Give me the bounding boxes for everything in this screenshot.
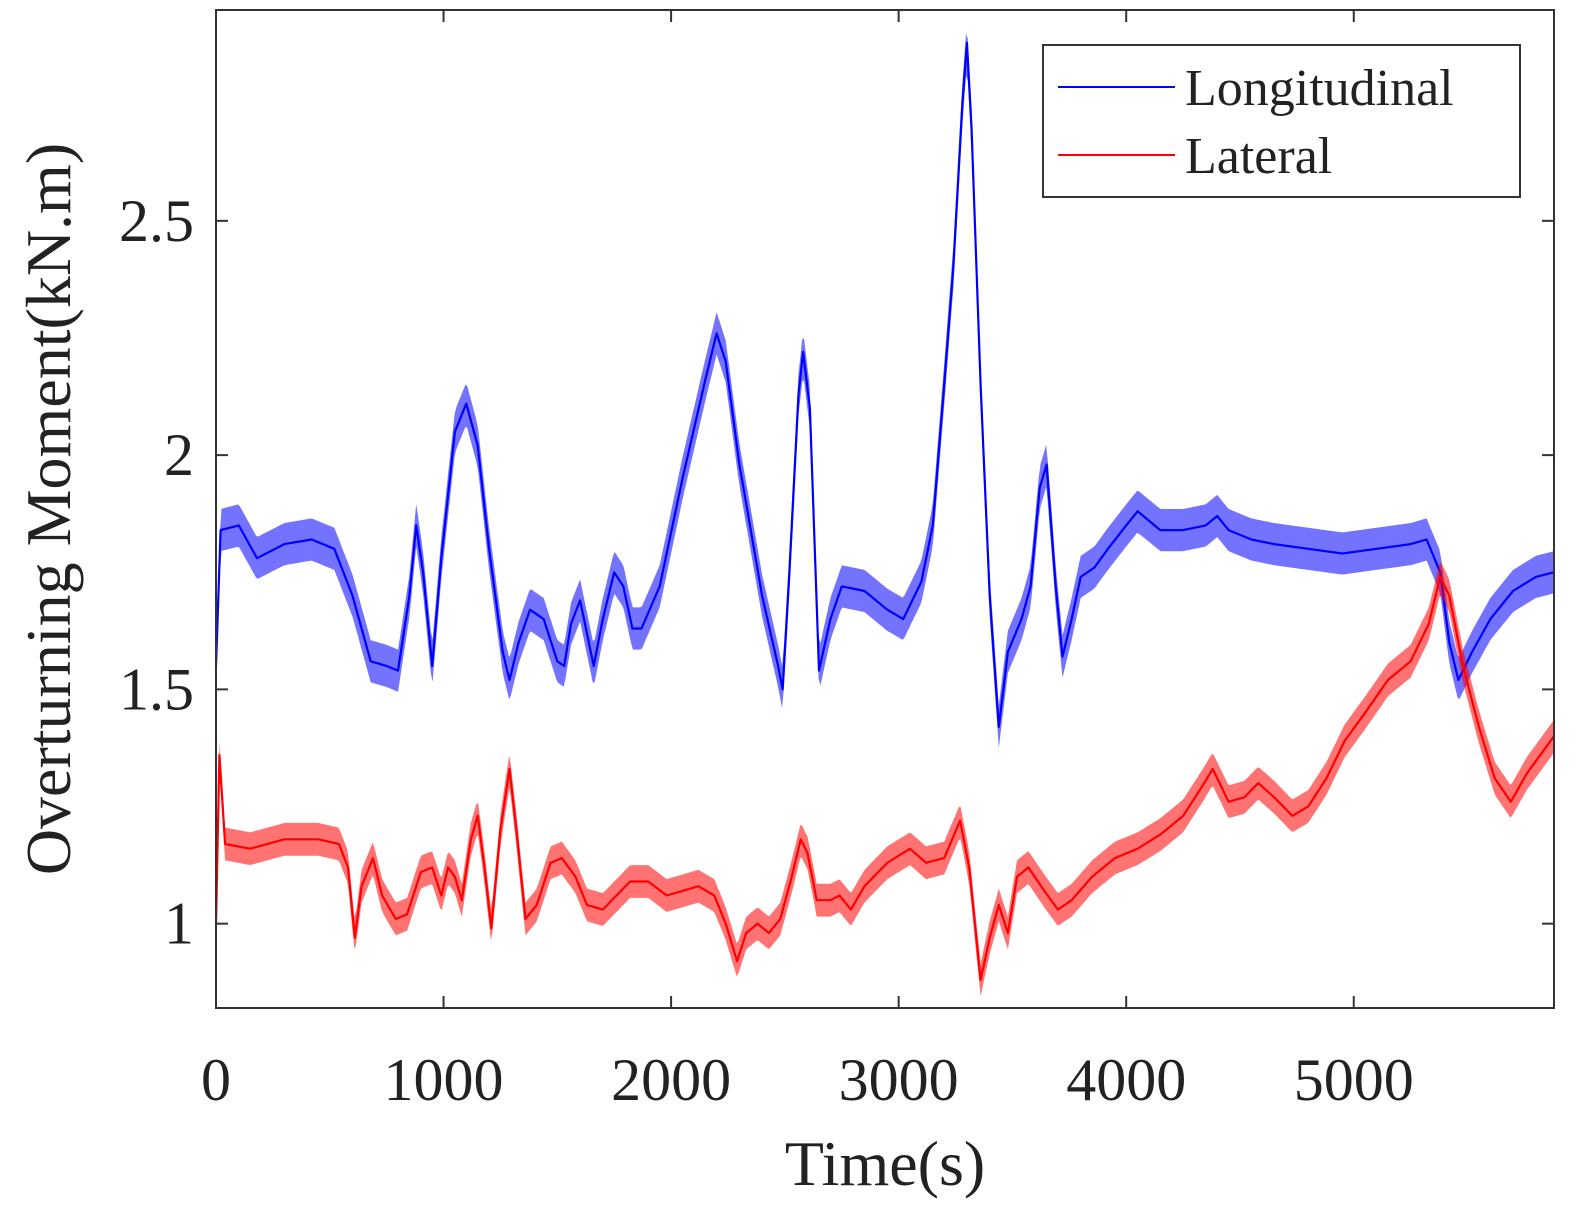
series-layer [214,33,1555,997]
x-tick-label: 4000 [1066,1047,1186,1113]
axes-box [215,9,1555,1009]
legend-label-longitudinal: Longitudinal [1185,60,1454,117]
y-tick-label: 1.5 [119,656,194,722]
x-tick-label: 2000 [611,1047,731,1113]
series-line-longitudinal [214,41,1555,729]
x-axis-label: Time(s) [785,1128,985,1199]
x-axis: 0 1000 2000 3000 4000 5000 [201,10,1414,1113]
series-line-lateral [214,575,1555,982]
series-band-longitudinal [216,33,1554,748]
y-tick-label: 2.5 [119,188,194,254]
y-tick-label: 2 [164,422,194,488]
x-tick-label: 3000 [839,1047,959,1113]
y-axis-label: Overturning Moment(kN.m) [13,143,84,875]
y-axis: 1 1.5 2 2.5 [119,188,1554,957]
y-tick-label: 1 [164,891,194,957]
legend-box [1042,44,1521,198]
x-tick-label: 5000 [1294,1047,1414,1113]
x-tick-label: 0 [201,1047,231,1113]
legend-label-lateral: Lateral [1185,128,1332,185]
legend: Longitudinal Lateral [1042,44,1521,198]
x-tick-label: 1000 [384,1047,504,1113]
